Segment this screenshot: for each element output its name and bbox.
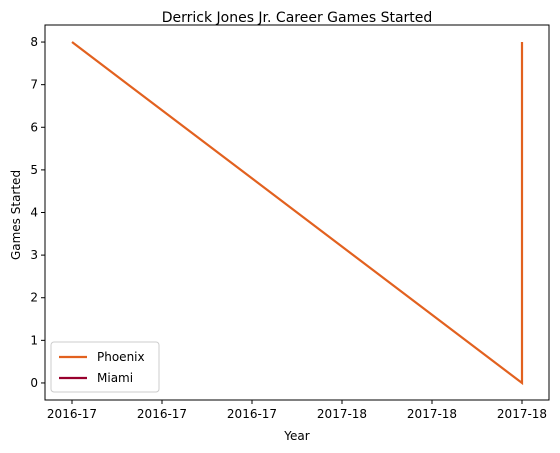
y-axis-label: Games Started [9, 170, 23, 260]
chart-title: Derrick Jones Jr. Career Games Started [162, 10, 433, 26]
y-tick-label: 5 [30, 163, 38, 177]
x-axis-label: Year [283, 429, 309, 443]
y-tick-label: 7 [30, 78, 38, 92]
y-tick-label: 0 [30, 376, 38, 390]
y-tick-label: 6 [30, 120, 38, 134]
legend: Phoenix Miami [50, 341, 160, 393]
legend-label-phoenix: Phoenix [97, 350, 145, 364]
x-tick-label: 2017-18 [407, 407, 457, 421]
y-tick-label: 8 [30, 35, 38, 49]
y-tick-label: 2 [30, 291, 38, 305]
series-line-phoenix [71, 41, 524, 386]
x-tick-label: 2016-17 [47, 407, 97, 421]
legend-box [50, 341, 160, 393]
y-tick-label: 1 [30, 333, 38, 347]
x-tick-label: 2017-18 [497, 407, 547, 421]
legend-label-miami: Miami [97, 371, 133, 385]
y-tick-label: 4 [30, 206, 38, 220]
x-tick-label: 2016-17 [227, 407, 277, 421]
y-tick-label: 3 [30, 248, 38, 262]
x-tick-label: 2016-17 [137, 407, 187, 421]
x-tick-label: 2017-18 [317, 407, 367, 421]
